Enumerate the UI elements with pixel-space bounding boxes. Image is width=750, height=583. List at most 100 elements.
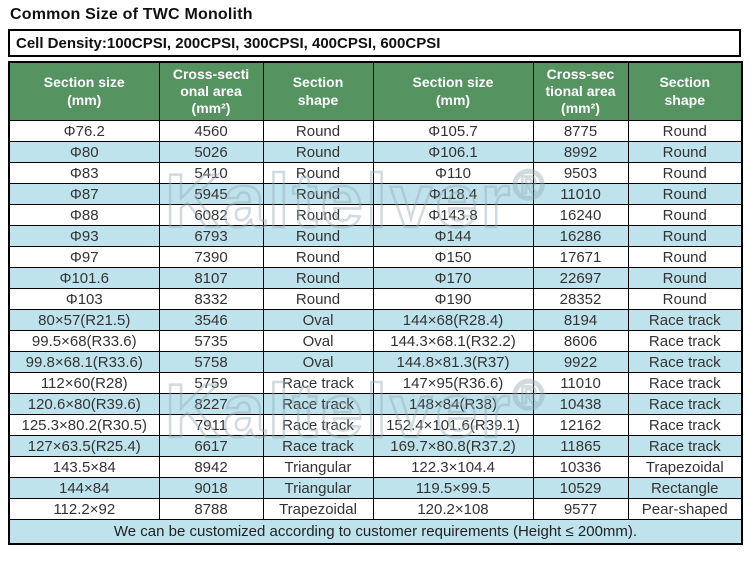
table-cell: Round	[262, 162, 374, 184]
table-cell: 28352	[532, 288, 629, 310]
table-cell: 8227	[158, 393, 264, 415]
table-row: Φ93 6793 Round Φ144 16286 Round	[8, 225, 743, 247]
table-cell: 7911	[158, 414, 264, 436]
table-cell: 169.7×80.8(R37.2)	[372, 435, 534, 457]
table-cell: Race track	[627, 435, 743, 457]
table-row: 143.5×84 8942 Triangular 122.3×104.4 10336 Tr…	[8, 456, 743, 478]
table-cell: 10438	[532, 393, 629, 415]
table-cell: 127×63.5(R25.4)	[8, 435, 160, 457]
table-cell: 125.3×80.2(R30.5)	[8, 414, 160, 436]
table-cell: 119.5×99.5	[372, 477, 534, 499]
table-cell: 5945	[158, 183, 264, 205]
table-cell: Φ93	[8, 225, 160, 247]
column-header: Section size (mm)	[8, 61, 160, 121]
column-header: Section shape	[627, 61, 743, 121]
table-cell: Oval	[262, 309, 374, 331]
table-header-row: Section size (mm) Cross-secti onal area (mm²…	[8, 61, 743, 121]
table-cell: 5758	[158, 351, 264, 373]
table-cell: Race track	[627, 414, 743, 436]
table-cell: Pear-shaped	[627, 498, 743, 520]
table-cell: Φ106.1	[372, 141, 534, 163]
table-cell: 6617	[158, 435, 264, 457]
table-cell: 8107	[158, 267, 264, 289]
column-header: Section size (mm)	[372, 61, 534, 121]
table-cell: 11010	[532, 372, 629, 394]
table-cell: 16286	[532, 225, 629, 247]
table-cell: Φ143.8	[372, 204, 534, 226]
table-cell: 144×84	[8, 477, 160, 499]
footer-note: We can be customized according to custom…	[8, 519, 743, 545]
column-header: Section shape	[262, 61, 374, 121]
table-cell: Round	[262, 267, 374, 289]
table-row: Φ97 7390 Round Φ150 17671 Round	[8, 246, 743, 268]
table-cell: Race track	[262, 372, 374, 394]
table-cell: 144×68(R28.4)	[372, 309, 534, 331]
table-row: 112×60(R28) 5759 Race track 147×95(R36.6) 11…	[8, 372, 743, 394]
table-cell: 5410	[158, 162, 264, 184]
table-cell: 9577	[532, 498, 629, 520]
table-cell: Race track	[627, 330, 743, 352]
table-cell: Race track	[627, 393, 743, 415]
table-cell: 5026	[158, 141, 264, 163]
table-cell: Φ80	[8, 141, 160, 163]
table-row: 112.2×92 8788 Trapezoidal 120.2×108 9577 Pear…	[8, 498, 743, 520]
table-cell: Race track	[262, 414, 374, 436]
table-cell: Φ88	[8, 204, 160, 226]
table-row: 127×63.5(R25.4) 6617 Race track 169.7×80.8(…	[8, 435, 743, 457]
table-cell: Φ190	[372, 288, 534, 310]
table-cell: 6082	[158, 204, 264, 226]
table-cell: 9503	[532, 162, 629, 184]
table-cell: 9922	[532, 351, 629, 373]
table-cell: 120.2×108	[372, 498, 534, 520]
table-cell: 4560	[158, 120, 264, 142]
table-cell: Φ118.4	[372, 183, 534, 205]
table-row: Φ83 5410 Round Φ110 9503 Round	[8, 162, 743, 184]
table-cell: 120.6×80(R39.6)	[8, 393, 160, 415]
table-cell: 17671	[532, 246, 629, 268]
table-cell: 10336	[532, 456, 629, 478]
table-cell: 11865	[532, 435, 629, 457]
table-cell: Round	[627, 120, 743, 142]
table-row: 99.8×68.1(R33.6) 5758 Oval 144.8×81.3(R37) 9…	[8, 351, 743, 373]
table-cell: 144.8×81.3(R37)	[372, 351, 534, 373]
table-cell: 9018	[158, 477, 264, 499]
table-row: Φ88 6082 Round Φ143.8 16240 Round	[8, 204, 743, 226]
table-cell: 11010	[532, 183, 629, 205]
table-cell: Φ101.6	[8, 267, 160, 289]
table-cell: Round	[627, 288, 743, 310]
table-cell: 143.5×84	[8, 456, 160, 478]
table-cell: Round	[627, 183, 743, 205]
table-cell: Round	[627, 204, 743, 226]
table-cell: 8788	[158, 498, 264, 520]
table-cell: Oval	[262, 351, 374, 373]
table-cell: Round	[262, 183, 374, 205]
table-cell: 112.2×92	[8, 498, 160, 520]
table-cell: 8194	[532, 309, 629, 331]
table-cell: 5735	[158, 330, 264, 352]
table-cell: Round	[262, 288, 374, 310]
table-row: 99.5×68(R33.6) 5735 Oval 144.3×68.1(R32.2) 8…	[8, 330, 743, 352]
table-cell: Oval	[262, 330, 374, 352]
table-cell: Race track	[262, 435, 374, 457]
table-row: 144×84 9018 Triangular 119.5×99.5 10529 Recta…	[8, 477, 743, 499]
table-cell: 152.4×101.6(R39.1)	[372, 414, 534, 436]
table-cell: Round	[262, 141, 374, 163]
table-cell: Race track	[627, 351, 743, 373]
table-cell: Triangular	[262, 456, 374, 478]
table-cell: 3546	[158, 309, 264, 331]
table-cell: Φ83	[8, 162, 160, 184]
table-cell: 148×84(R38)	[372, 393, 534, 415]
table-cell: Φ103	[8, 288, 160, 310]
table-cell: 8332	[158, 288, 264, 310]
table-cell: Φ97	[8, 246, 160, 268]
table-cell: 144.3×68.1(R32.2)	[372, 330, 534, 352]
table-cell: Round	[627, 162, 743, 184]
table-cell: 80×57(R21.5)	[8, 309, 160, 331]
table-cell: Race track	[627, 309, 743, 331]
table-cell: 16240	[532, 204, 629, 226]
table-cell: Round	[262, 204, 374, 226]
monolith-size-table: Section size (mm) Cross-secti onal area (mm²…	[8, 61, 743, 545]
